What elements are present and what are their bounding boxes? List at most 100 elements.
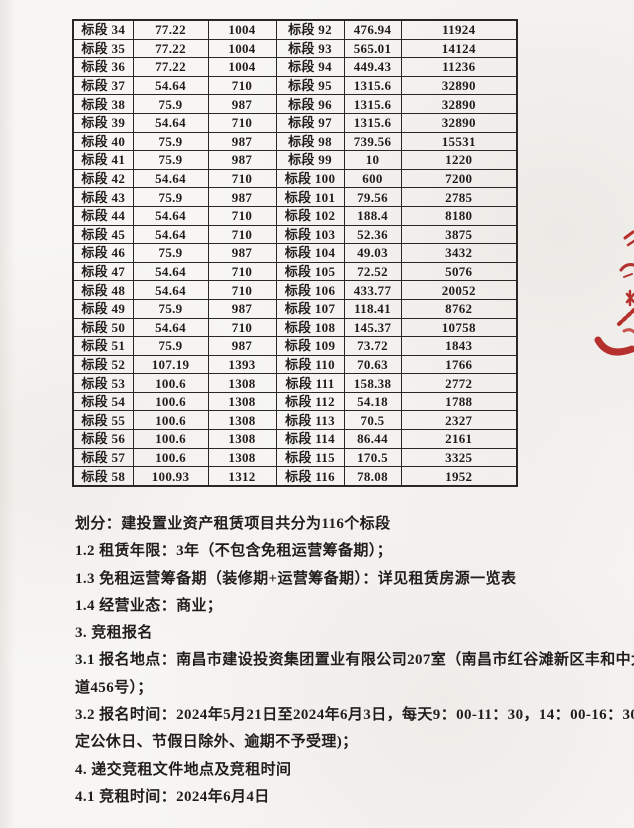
value-cell: 100.6	[132, 391, 209, 412]
value-cell: 710	[207, 261, 277, 282]
value-cell: 710	[207, 224, 277, 245]
section-cell: 标段 93	[275, 38, 345, 59]
value-cell: 1952	[400, 466, 518, 487]
value-cell: 710	[207, 168, 277, 189]
value-cell: 5076	[400, 261, 518, 282]
value-cell: 10	[343, 150, 402, 170]
red-seal-icon	[594, 228, 634, 370]
value-cell: 1315.6	[343, 94, 402, 114]
section-cell: 标段 113	[275, 410, 345, 431]
table-row: 标段 56 100.6 1308 标段 114 86.44 2161	[72, 429, 518, 449]
value-cell: 987	[207, 243, 277, 263]
table-row: 标段 57 100.6 1308 标段 115 170.5 3325	[72, 447, 518, 468]
value-cell: 2327	[400, 410, 518, 431]
value-cell: 1843	[400, 336, 518, 356]
table-row: 标段 58 100.93 1312 标段 116 78.08 1952	[72, 466, 518, 487]
value-cell: 1308	[207, 447, 277, 468]
table-row: 标段 53 100.6 1308 标段 111 158.38 2772	[72, 373, 518, 393]
value-cell: 710	[207, 280, 277, 300]
value-cell: 188.4	[343, 205, 402, 226]
value-cell: 3325	[400, 447, 518, 468]
section-cell: 标段 50	[72, 317, 134, 338]
section-cell: 标段 94	[275, 57, 345, 77]
value-cell: 100.6	[132, 373, 209, 393]
table-row: 标段 38 75.9 987 标段 96 1315.6 32890	[72, 94, 518, 114]
table-row: 标段 42 54.64 710 标段 100 600 7200	[72, 168, 518, 189]
text-line-time-1: 3.2 报名时间：2024年5月21日至2024年6月3日，每天9：00-11：…	[75, 707, 634, 724]
section-cell: 标段 114	[275, 429, 345, 449]
value-cell: 1308	[207, 410, 277, 431]
value-cell: 1220	[400, 150, 518, 170]
heading-submission: 4. 递交竞租文件地点及竞租时间	[75, 761, 292, 778]
table-row: 标段 40 75.9 987 标段 98 739.56 15531	[72, 131, 518, 152]
section-cell: 标段 98	[275, 131, 345, 152]
value-cell: 54.64	[132, 75, 209, 96]
value-cell: 1788	[400, 391, 518, 412]
value-cell: 1312	[207, 466, 277, 487]
value-cell: 100.93	[132, 466, 209, 487]
text-line-rent-free: 1.3 免租运营筹备期（装修期+运营筹备期）：详见租赁房源一览表	[75, 570, 517, 587]
value-cell: 79.56	[343, 187, 402, 207]
value-cell: 54.64	[132, 261, 209, 282]
value-cell: 987	[207, 150, 277, 170]
value-cell: 1308	[207, 429, 277, 449]
value-cell: 100.6	[132, 447, 209, 468]
value-cell: 77.22	[132, 19, 209, 40]
section-cell: 标段 110	[275, 354, 345, 375]
table-row: 标段 54 100.6 1308 标段 112 54.18 1788	[72, 391, 518, 412]
table-row: 标段 43 75.9 987 标段 101 79.56 2785	[72, 187, 518, 207]
section-cell: 标段 41	[72, 150, 134, 170]
table-row: 标段 49 75.9 987 标段 107 118.41 8762	[72, 298, 518, 319]
section-cell: 标段 35	[72, 38, 134, 59]
value-cell: 54.64	[132, 280, 209, 300]
value-cell: 54.64	[132, 168, 209, 189]
value-cell: 11924	[400, 19, 518, 40]
text-line-business-type: 1.4 经营业态：商业；	[75, 597, 223, 614]
value-cell: 449.43	[343, 57, 402, 77]
section-cell: 标段 36	[72, 57, 134, 77]
value-cell: 433.77	[343, 280, 402, 300]
value-cell: 1004	[207, 38, 277, 59]
value-cell: 2785	[400, 187, 518, 207]
section-cell: 标段 112	[275, 391, 345, 412]
section-cell: 标段 116	[275, 466, 345, 487]
value-cell: 15531	[400, 131, 518, 152]
value-cell: 1393	[207, 354, 277, 375]
value-cell: 78.08	[343, 466, 402, 487]
text-line-address-1: 3.1 报名地点：南昌市建设投资集团置业有限公司207室（南昌市红谷滩新区丰和中…	[75, 652, 634, 669]
section-cell: 标段 111	[275, 373, 345, 393]
section-cell: 标段 99	[275, 150, 345, 170]
value-cell: 75.9	[132, 94, 209, 114]
section-cell: 标段 57	[72, 447, 134, 468]
value-cell: 739.56	[343, 131, 402, 152]
body-text: 划分：建投置业资产租赁项目共分为116个标段 1.2 租赁年限：3年（不包含免租…	[75, 511, 634, 811]
text-line-division: 划分：建投置业资产租赁项目共分为116个标段	[75, 516, 391, 532]
value-cell: 1308	[207, 391, 277, 412]
section-cell: 标段 46	[72, 243, 134, 263]
value-cell: 77.22	[132, 57, 209, 77]
value-cell: 75.9	[132, 298, 209, 319]
section-cell: 标段 58	[72, 466, 134, 487]
value-cell: 70.63	[343, 354, 402, 375]
section-cell: 标段 42	[72, 168, 134, 189]
section-cell: 标段 48	[72, 280, 134, 300]
value-cell: 75.9	[132, 336, 209, 356]
section-cell: 标段 103	[275, 224, 345, 245]
sections-table: 标段 34 77.22 1004 标段 92 476.94 11924 标段 35 77.22…	[72, 19, 518, 487]
value-cell: 32890	[400, 75, 518, 96]
value-cell: 72.52	[343, 261, 402, 282]
value-cell: 32890	[400, 112, 518, 133]
table-row: 标段 47 54.64 710 标段 105 72.52 5076	[72, 261, 518, 282]
value-cell: 54.18	[343, 391, 402, 412]
section-cell: 标段 34	[72, 19, 134, 40]
value-cell: 75.9	[132, 131, 209, 152]
value-cell: 52.36	[343, 224, 402, 245]
section-cell: 标段 40	[72, 131, 134, 152]
section-cell: 标段 108	[275, 317, 345, 338]
table-row: 标段 35 77.22 1004 标段 93 565.01 14124	[72, 38, 518, 59]
value-cell: 476.94	[343, 19, 402, 40]
value-cell: 2161	[400, 429, 518, 449]
section-cell: 标段 92	[275, 19, 345, 40]
value-cell: 118.41	[343, 298, 402, 319]
